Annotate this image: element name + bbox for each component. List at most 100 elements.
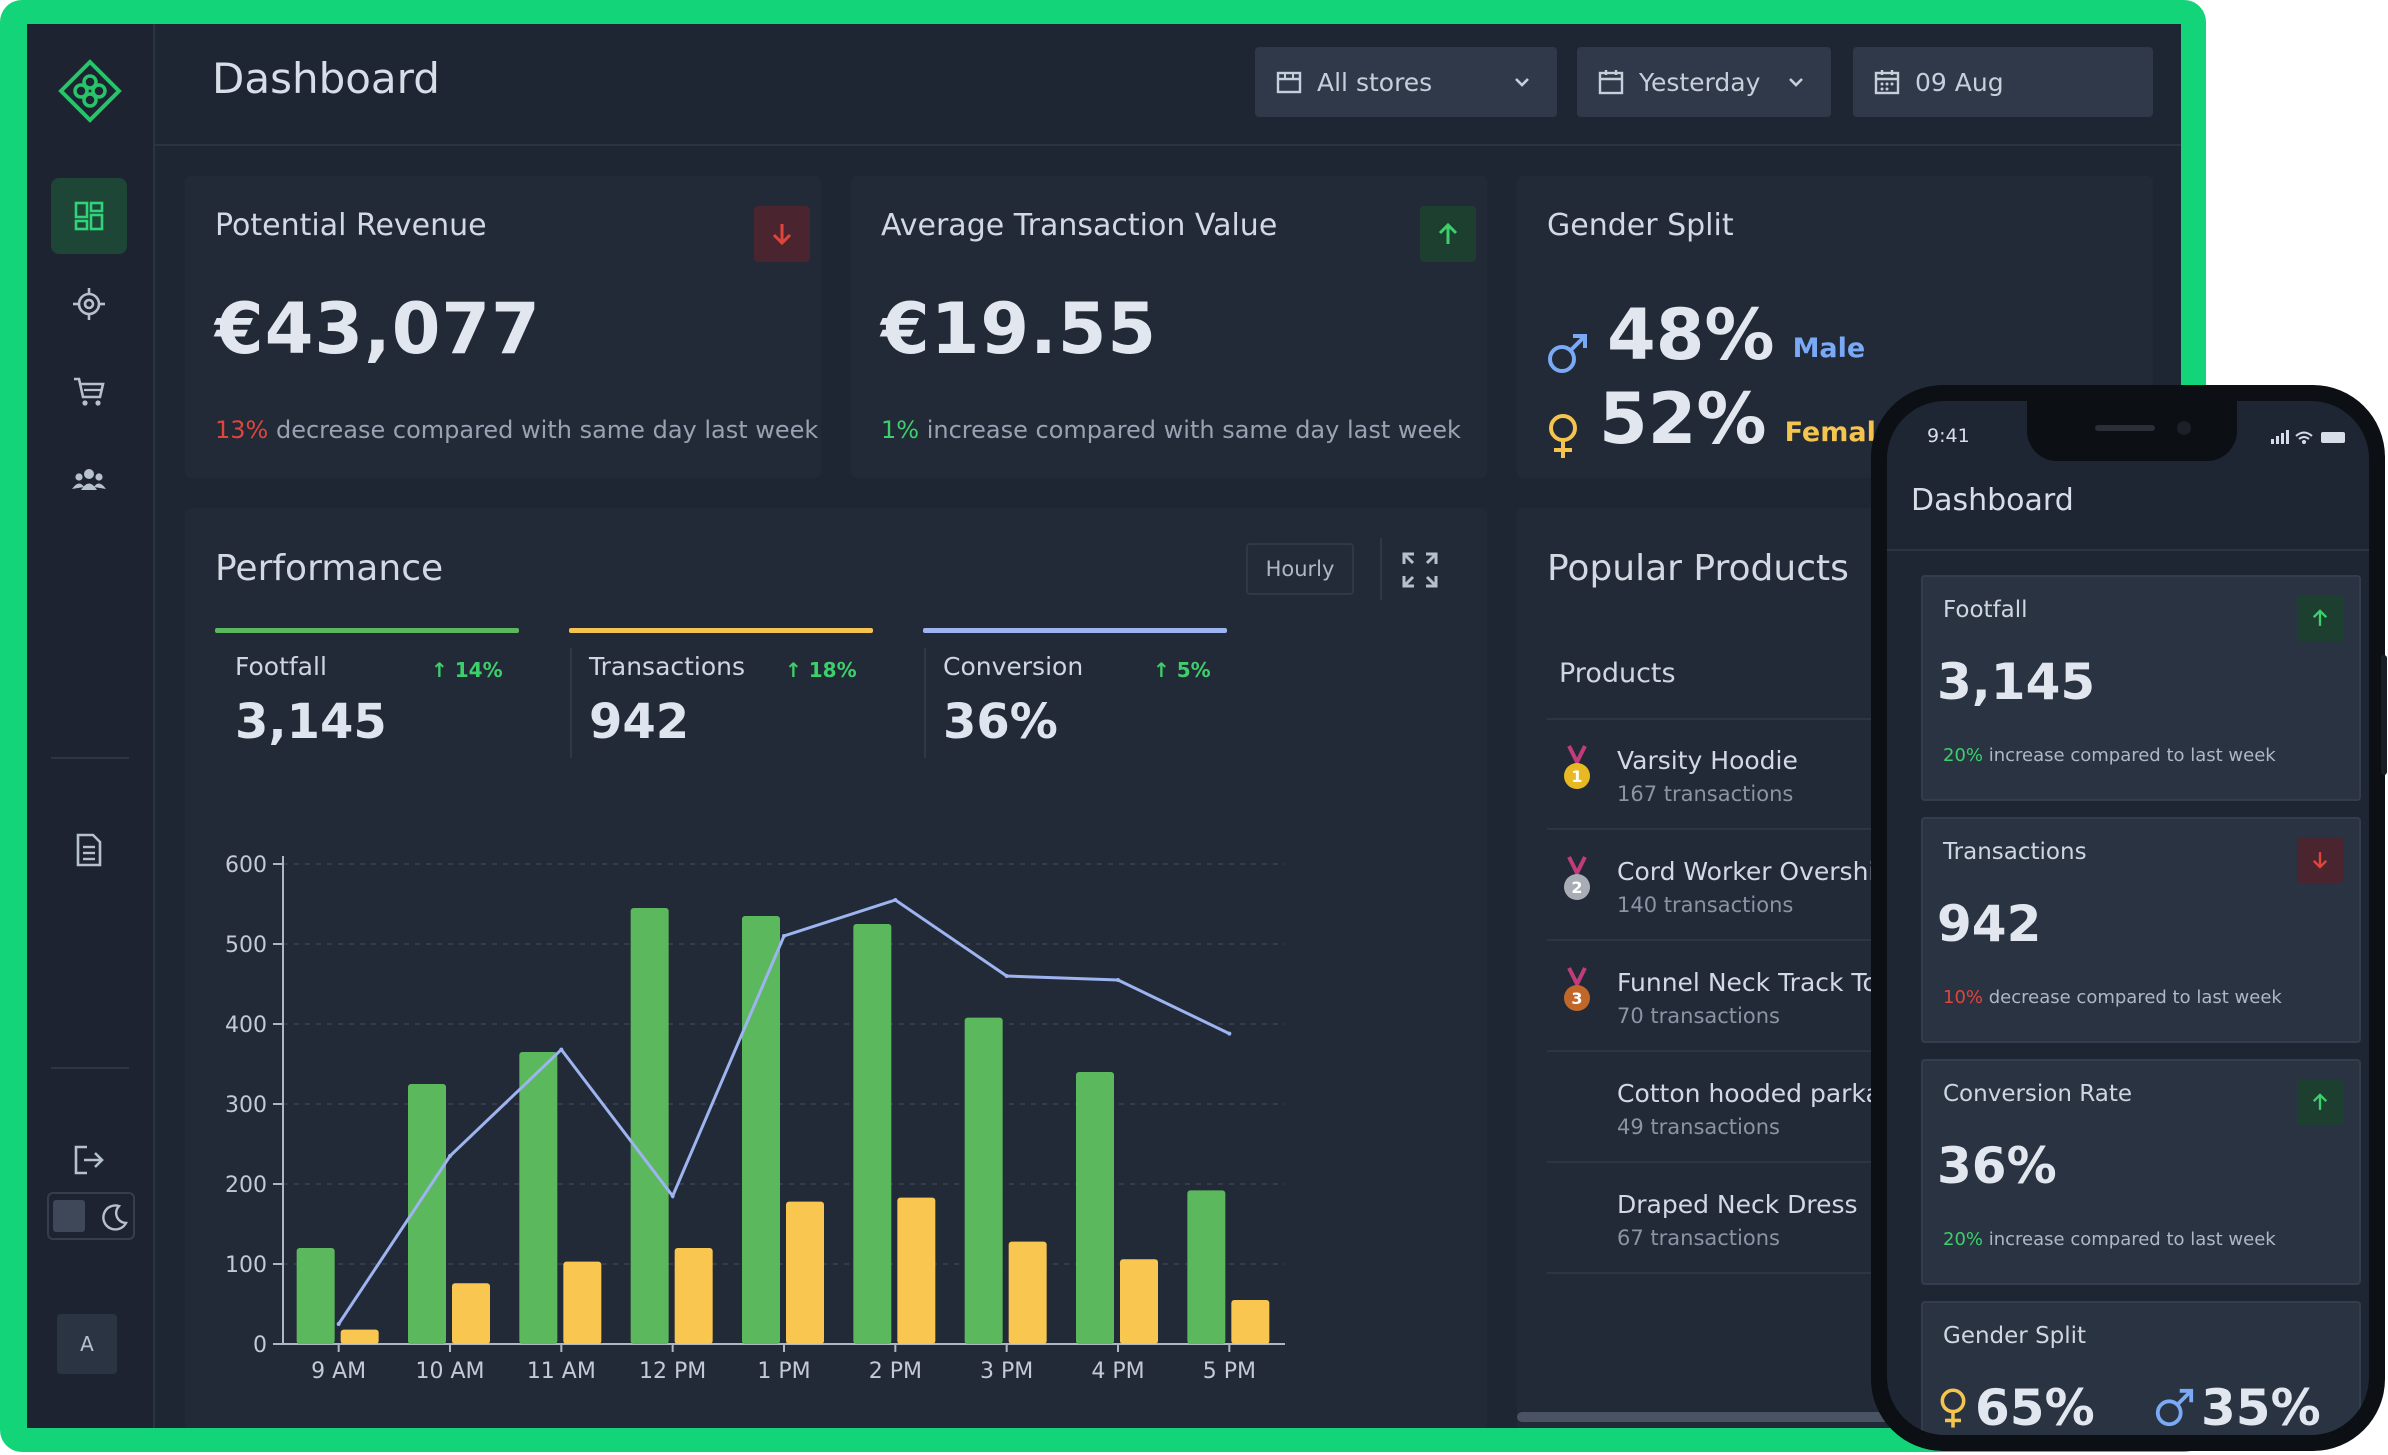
store-icon xyxy=(1276,71,1302,94)
header-divider xyxy=(1547,718,1887,720)
metric-delta: ↑ 18% xyxy=(785,658,857,682)
transactions-bar xyxy=(897,1197,936,1344)
kpi-comparison: 1% increase compared with same day last … xyxy=(881,416,1461,444)
toolbar-divider xyxy=(1380,538,1382,600)
metric-value: 3,145 xyxy=(235,694,387,750)
date-picker[interactable]: 09 Aug xyxy=(1853,47,2153,117)
transactions-bar xyxy=(452,1283,490,1344)
card-title: Gender Split xyxy=(1943,1323,2087,1349)
female-row: 52% Female xyxy=(1545,378,1894,460)
sidebar-item-targets[interactable] xyxy=(51,266,127,342)
y-tick-label: 200 xyxy=(225,1173,267,1198)
metric-conversion[interactable]: Conversion ↑ 5% 36% xyxy=(923,628,1233,758)
calendar-icon xyxy=(1598,70,1624,95)
metric-footfall[interactable]: Footfall ↑ 14% 3,145 xyxy=(215,628,525,758)
product-name: Cord Worker Overshirt xyxy=(1617,857,1896,886)
sidebar-item-sales[interactable] xyxy=(51,354,127,430)
product-row[interactable]: Draped Neck Dress 67 transactions xyxy=(1547,1164,1887,1274)
light-mode-option[interactable] xyxy=(53,1200,85,1232)
sidebar-item-team[interactable] xyxy=(51,442,127,518)
trend-down-badge xyxy=(754,206,810,262)
conversion-point xyxy=(1116,978,1120,982)
transactions-bar xyxy=(1120,1259,1158,1344)
phone-conversion-card: Conversion Rate 36% 20% increase compare… xyxy=(1921,1059,2361,1285)
metric-bar xyxy=(569,628,873,633)
card-title: Performance xyxy=(215,548,444,589)
metric-delta: ↑ 5% xyxy=(1153,658,1211,682)
card-comparison: 10% decrease compared to last week xyxy=(1943,987,2282,1008)
x-tick-label: 2 PM xyxy=(869,1359,922,1384)
kpi-pct: 13% xyxy=(215,416,269,444)
conversion-point xyxy=(559,1047,564,1052)
medal-rank: 2 xyxy=(1571,878,1582,897)
male-icon xyxy=(1548,334,1587,373)
product-transactions: 70 transactions xyxy=(1617,1004,1780,1028)
x-tick-label: 12 PM xyxy=(639,1359,706,1384)
metric-name: Transactions xyxy=(589,652,746,681)
card-value: 3,145 xyxy=(1937,653,2096,711)
metric-value: 36% xyxy=(943,694,1058,750)
x-tick-label: 1 PM xyxy=(757,1359,810,1384)
phone-female-stat: 65% xyxy=(1937,1379,2095,1435)
store-select-value: All stores xyxy=(1317,67,1433,97)
period-select[interactable]: Yesterday xyxy=(1577,47,1831,117)
metric-divider xyxy=(570,648,572,758)
horizontal-scrollbar[interactable] xyxy=(1517,1412,1897,1422)
sidebar-item-reports[interactable] xyxy=(51,812,127,888)
avg-transaction-card: Average Transaction Value €19.55 1% incr… xyxy=(851,176,1487,478)
footfall-bar xyxy=(1187,1190,1226,1344)
arrow-down-icon xyxy=(2312,852,2328,869)
kpi-value: €43,077 xyxy=(215,288,541,370)
medal-icon: 3 xyxy=(1564,967,1590,1011)
product-row[interactable]: 1 Varsity Hoodie 167 transactions xyxy=(1547,720,1887,830)
moon-icon[interactable] xyxy=(99,1202,129,1232)
product-row[interactable]: Cotton hooded parka 49 transactions xyxy=(1547,1053,1887,1163)
x-tick-label: 10 AM xyxy=(415,1359,484,1384)
transactions-bar xyxy=(786,1201,824,1344)
metric-transactions[interactable]: Transactions ↑ 18% 942 xyxy=(569,628,879,758)
expand-icon[interactable] xyxy=(1400,550,1440,590)
phone-side-button xyxy=(2381,655,2387,775)
card-value: 942 xyxy=(1937,895,2042,953)
phone-screen: 9:41 Dashboard Footfall 3,145 20% increa… xyxy=(1887,401,2369,1435)
kpi-comparison-text: decrease compared with same day last wee… xyxy=(268,416,819,444)
medal-rank: 1 xyxy=(1571,767,1582,786)
female-icon xyxy=(1549,414,1577,458)
card-title: Potential Revenue xyxy=(215,208,487,243)
footfall-bar xyxy=(408,1084,446,1344)
logout-icon xyxy=(74,1145,104,1175)
male-row: 48% Male xyxy=(1545,294,1865,376)
y-tick-label: 0 xyxy=(253,1333,267,1358)
theme-toggle[interactable] xyxy=(47,1192,135,1240)
arrow-up-icon xyxy=(2312,609,2328,626)
logout-button[interactable] xyxy=(51,1122,127,1198)
product-row[interactable]: 2 Cord Worker Overshirt 140 transactions xyxy=(1547,831,1895,941)
card-title: Footfall xyxy=(1943,597,2028,623)
card-comparison: 20% increase compared to last week xyxy=(1943,1229,2276,1250)
card-title: Conversion Rate xyxy=(1943,1081,2132,1107)
store-select[interactable]: All stores xyxy=(1255,47,1557,117)
conversion-point xyxy=(670,1194,675,1198)
transactions-bar xyxy=(674,1248,713,1344)
x-tick-label: 11 AM xyxy=(527,1359,596,1384)
products-column-header: Products xyxy=(1559,658,1676,689)
product-row[interactable]: 3 Funnel Neck Track Top 70 transactions xyxy=(1547,942,1894,1052)
female-icon xyxy=(1940,1388,1966,1428)
potential-revenue-card: Potential Revenue €43,077 13% decrease c… xyxy=(185,176,821,478)
trend-up-badge xyxy=(2297,1079,2343,1125)
x-tick-label: 9 AM xyxy=(311,1359,366,1384)
card-title: Popular Products xyxy=(1547,548,1849,589)
dashboard-app: A Dashboard All stores xyxy=(27,24,2181,1428)
avatar[interactable]: A xyxy=(57,1314,117,1374)
kpi-comparison-text: increase compared with same day last wee… xyxy=(919,416,1461,444)
date-value: 09 Aug xyxy=(1915,67,2004,97)
x-tick-label: 3 PM xyxy=(980,1359,1033,1384)
sidebar-item-dashboard[interactable] xyxy=(51,178,127,254)
interval-toggle[interactable]: Hourly xyxy=(1246,543,1354,595)
phone-notch xyxy=(2027,401,2237,461)
brand-frame: A Dashboard All stores xyxy=(0,0,2206,1452)
sidebar: A xyxy=(27,24,155,1428)
footfall-bar xyxy=(742,916,780,1344)
dashboard-icon xyxy=(74,201,104,231)
